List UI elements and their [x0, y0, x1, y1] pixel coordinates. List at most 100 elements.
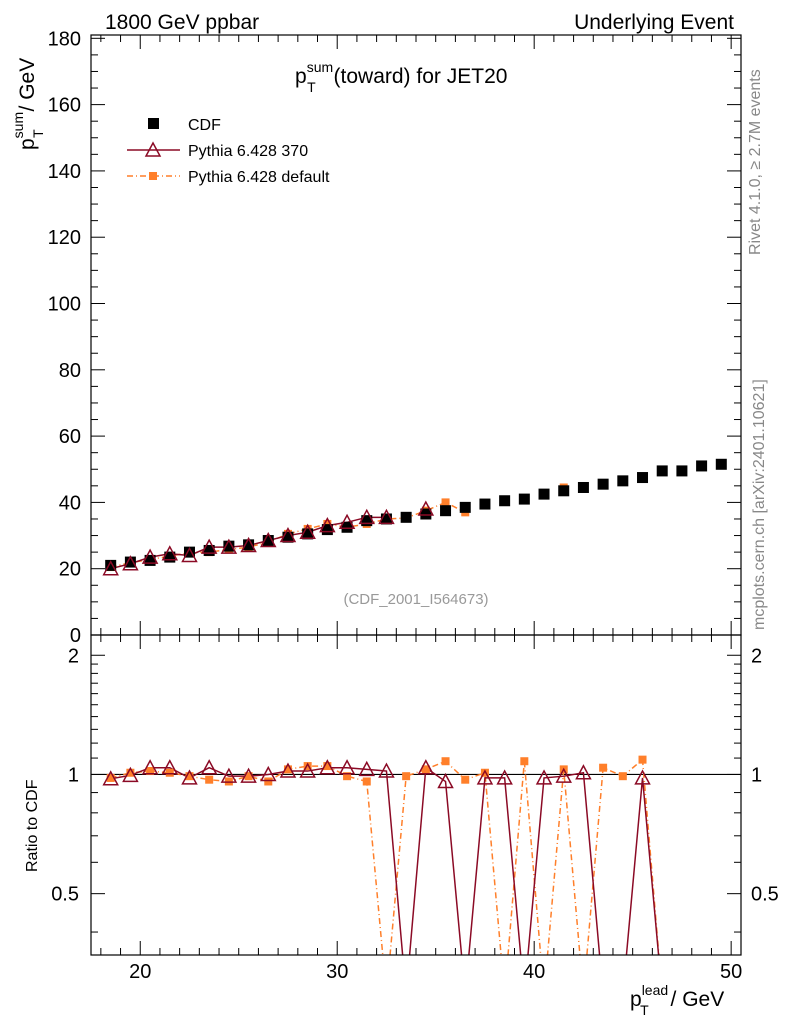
y-axis-title-main: p [16, 138, 39, 150]
p370-point [319, 517, 336, 533]
cdf-point [380, 513, 392, 525]
default-ratio-point [323, 762, 332, 771]
default-ratio-point [461, 775, 470, 784]
y-axis-title-rest: / GeV [16, 58, 39, 118]
default-ratio-point [303, 762, 312, 771]
legend-cdf-label: CDF [188, 117, 221, 134]
x-tick-label: 50 [720, 961, 742, 983]
p370-point [240, 536, 257, 553]
default-ratio-point [402, 772, 411, 781]
p370-ratio-point [279, 762, 297, 778]
p370-ratio-point [260, 765, 277, 782]
y-axis-title-sup: sum [10, 112, 26, 138]
y-tick-label: 0 [70, 625, 81, 647]
cdf-point [558, 485, 570, 497]
y-tick-label: 80 [59, 360, 81, 382]
cdf-point [223, 540, 235, 552]
default-ratio-point [146, 767, 155, 776]
cdf-point [617, 475, 629, 487]
x-axis-title-sub: T [640, 1002, 649, 1018]
p370-point [417, 500, 435, 516]
plot-title-sub: T [307, 79, 316, 95]
ratio-tick-label-right: 1 [751, 764, 762, 786]
legend-p370-label: Pythia 6.428 370 [188, 143, 308, 160]
cdf-point [164, 551, 176, 563]
p370-ratio-point [378, 762, 395, 778]
p370-point [122, 555, 139, 571]
x-axis-title-rest: / GeV [665, 988, 725, 1011]
cdf-point [499, 495, 511, 507]
cdf-point [440, 505, 452, 517]
rivet-label: Rivet 4.1.0, ≥ 2.7M events [747, 69, 764, 255]
plot-title: psum T (toward) for JET20 [295, 59, 507, 95]
default-ratio-point [106, 773, 115, 782]
main-axis-ticks: 0 20 40 60 80 100 120 140 160 180 [48, 28, 741, 647]
p370-point [338, 513, 356, 530]
plot-title-sup: sum [307, 59, 333, 75]
default-point [441, 498, 450, 507]
p370-ratio-point [338, 759, 356, 775]
p370-ratio-point [575, 764, 592, 780]
p370-ratio-point [122, 766, 139, 783]
cdf-point [124, 556, 136, 568]
cdf-point [715, 458, 727, 470]
p370-ratio-point [319, 759, 336, 775]
default-ratio-point [264, 777, 273, 786]
cdf-point [321, 524, 333, 536]
cdf-point [341, 521, 353, 533]
cdf-point [637, 472, 649, 484]
default-ratio-point [618, 772, 627, 781]
cdf-point [361, 515, 373, 527]
y-tick-label: 40 [59, 492, 81, 514]
cdf-point [282, 531, 294, 543]
p370-ratio-point [161, 759, 179, 775]
cdf-point [676, 465, 688, 477]
ratio-tick-label: 1 [68, 764, 79, 786]
p370-point [279, 526, 297, 543]
default-ratio-point [185, 772, 194, 781]
y-tick-label: 100 [48, 294, 81, 316]
p370-point [141, 548, 159, 564]
legend-default-marker [149, 172, 157, 180]
cdf-point [262, 535, 274, 547]
ratio-frame [90, 634, 742, 956]
p370-point [378, 508, 395, 525]
default-point [323, 519, 332, 528]
p370-ratio-point [358, 760, 376, 777]
p370-ratio-point [240, 767, 257, 783]
legend-p370-marker [144, 141, 162, 157]
default-ratio-point [599, 763, 608, 772]
x-axis-ticks: 20 30 40 50 [100, 35, 742, 983]
p370-point [299, 523, 316, 539]
x-axis-title-main: p [630, 988, 642, 1011]
mcplots-label: mcplots.cern.ch [arXiv:2401.10621] [751, 379, 768, 630]
ratio-tick-label-right: 0.5 [751, 884, 779, 906]
default-ratio-point [244, 772, 253, 781]
cdf-point [400, 511, 412, 523]
p370-ratio-point [634, 769, 651, 785]
cdf-point [597, 478, 609, 490]
legend-default-label: Pythia 6.428 default [188, 169, 330, 186]
ratio-axis-ticks: 0.5 0.5 1 1 2 2 [51, 645, 779, 933]
cdf-point [656, 465, 668, 477]
x-axis-title-sup: lead [642, 982, 668, 998]
cdf-point [479, 498, 491, 510]
ratio-tick-label: 2 [68, 645, 79, 667]
plot-title-rest: (toward) for JET20 [328, 65, 508, 88]
default-ratio-point [638, 755, 647, 764]
p370-ratio-point [181, 769, 198, 785]
y-tick-label: 20 [59, 559, 81, 581]
cdf-point [243, 539, 255, 551]
ratio-series [102, 755, 660, 955]
default-ratio-point [480, 768, 489, 777]
p370-point [181, 546, 198, 563]
y-tick-label: 60 [59, 426, 81, 448]
ratio-axis-title: Ratio to CDF [24, 779, 41, 872]
p370-ratio-point [535, 769, 553, 785]
y-axis-title: psum T / GeV [10, 58, 46, 150]
p370-ratio-point [555, 767, 572, 783]
p370-ratio-point [200, 759, 218, 775]
p370-point [260, 531, 277, 548]
default-ratio-point [205, 775, 214, 784]
